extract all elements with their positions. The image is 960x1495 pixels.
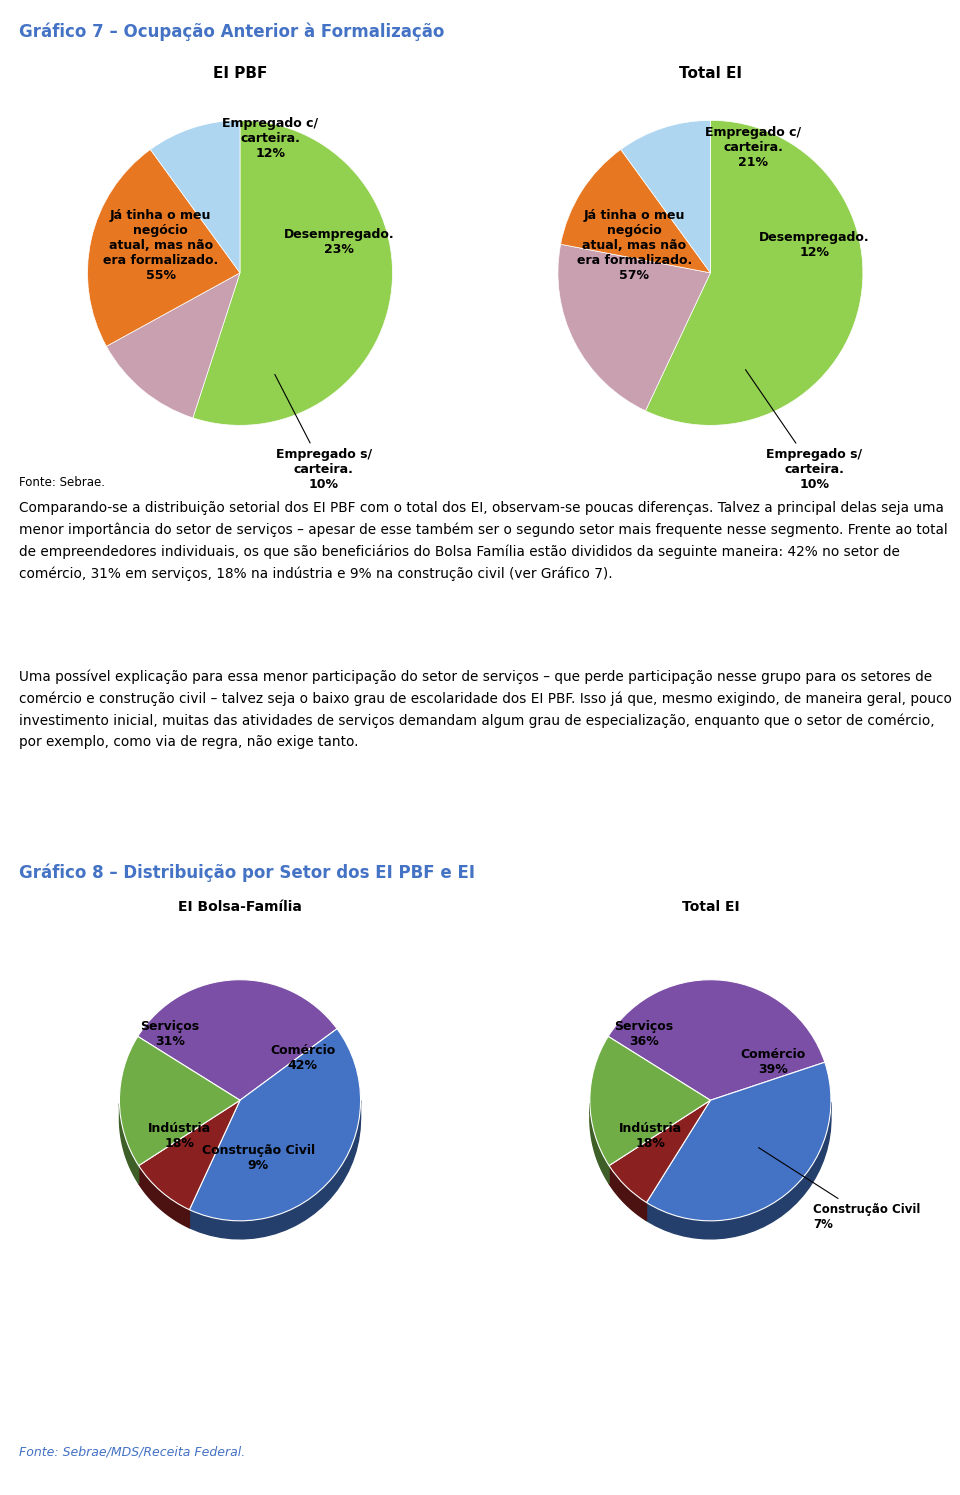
Text: Indústria
18%: Indústria 18% (618, 1123, 682, 1151)
Polygon shape (189, 1100, 240, 1227)
Wedge shape (137, 979, 337, 1100)
Wedge shape (151, 121, 240, 274)
Wedge shape (589, 1036, 710, 1166)
Text: EI Bolsa-Família: EI Bolsa-Família (178, 900, 302, 915)
Text: EI PBF: EI PBF (213, 66, 267, 81)
Polygon shape (646, 1100, 710, 1220)
Wedge shape (119, 1036, 240, 1166)
Polygon shape (189, 1100, 240, 1227)
Polygon shape (609, 1100, 710, 1184)
Wedge shape (621, 121, 710, 274)
Polygon shape (138, 1166, 189, 1227)
Wedge shape (645, 121, 863, 426)
Polygon shape (119, 1103, 138, 1184)
Wedge shape (558, 244, 710, 411)
Text: Já tinha o meu
negócio
atual, mas não
era formalizado.
55%: Já tinha o meu negócio atual, mas não er… (103, 209, 218, 283)
Polygon shape (138, 1100, 240, 1184)
Text: Construção Civil
7%: Construção Civil 7% (758, 1148, 921, 1230)
Text: Serviços
31%: Serviços 31% (140, 1020, 200, 1048)
Polygon shape (646, 1102, 831, 1239)
Text: Fonte: Sebrae/MDS/Receita Federal.: Fonte: Sebrae/MDS/Receita Federal. (19, 1446, 246, 1458)
Text: Desempregado.
12%: Desempregado. 12% (758, 232, 870, 260)
Polygon shape (589, 1103, 609, 1184)
Polygon shape (646, 1100, 710, 1220)
Text: Total EI: Total EI (682, 900, 739, 915)
Wedge shape (138, 1100, 240, 1209)
Text: Empregado c/
carteira.
21%: Empregado c/ carteira. 21% (705, 126, 802, 169)
Wedge shape (107, 274, 240, 419)
Text: Uma possível explicação para essa menor participação do setor de serviços – que : Uma possível explicação para essa menor … (19, 670, 952, 749)
Text: Indústria
18%: Indústria 18% (148, 1123, 211, 1151)
Wedge shape (561, 150, 710, 274)
Text: Comparando-se a distribuição setorial dos EI PBF com o total dos EI, observam-se: Comparando-se a distribuição setorial do… (19, 501, 948, 580)
Text: Já tinha o meu
negócio
atual, mas não
era formalizado.
57%: Já tinha o meu negócio atual, mas não er… (577, 209, 692, 283)
Text: Total EI: Total EI (679, 66, 742, 81)
Wedge shape (608, 979, 825, 1100)
Text: Comércio
39%: Comércio 39% (740, 1048, 805, 1076)
Wedge shape (609, 1100, 710, 1202)
Wedge shape (87, 150, 240, 347)
Polygon shape (609, 1166, 646, 1220)
Text: Serviços
36%: Serviços 36% (614, 1020, 674, 1048)
Wedge shape (193, 121, 393, 425)
Text: Empregado c/
carteira.
12%: Empregado c/ carteira. 12% (223, 117, 319, 160)
Polygon shape (189, 1100, 361, 1239)
Wedge shape (189, 1029, 361, 1221)
Text: Empregado s/
carteira.
10%: Empregado s/ carteira. 10% (275, 374, 372, 492)
Text: Fonte: Sebrae.: Fonte: Sebrae. (19, 477, 106, 489)
Text: Empregado s/
carteira.
10%: Empregado s/ carteira. 10% (746, 369, 862, 492)
Polygon shape (138, 1100, 240, 1184)
Text: Comércio
42%: Comércio 42% (270, 1044, 335, 1072)
Wedge shape (646, 1063, 831, 1221)
Polygon shape (609, 1100, 710, 1184)
Text: Desempregado.
23%: Desempregado. 23% (284, 229, 395, 256)
Text: Construção Civil
9%: Construção Civil 9% (202, 1144, 315, 1172)
Text: Gráfico 7 – Ocupação Anterior à Formalização: Gráfico 7 – Ocupação Anterior à Formaliz… (19, 22, 444, 40)
Text: Gráfico 8 – Distribuição por Setor dos EI PBF e EI: Gráfico 8 – Distribuição por Setor dos E… (19, 864, 475, 882)
